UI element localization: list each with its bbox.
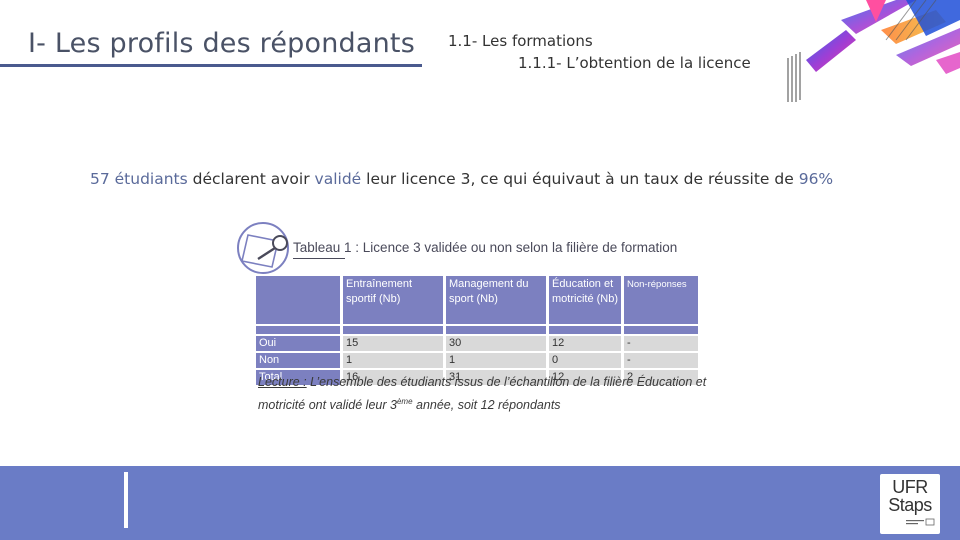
statement-rest: leur licence 3, ce qui équivaut à un tau… (366, 170, 794, 188)
row-header-spacer (256, 326, 340, 334)
table-cell: 1 (446, 353, 546, 368)
reading-note: Lecture : L’ensemble des étudiants issus… (258, 373, 738, 415)
table-cell: 12 (549, 370, 621, 385)
table-row (256, 326, 698, 334)
caption-underline (293, 258, 345, 259)
student-count: 57 étudiants (90, 170, 188, 188)
table-row-oui: Oui 15 30 12 - (256, 336, 698, 351)
header-spacer (549, 326, 621, 334)
row-label-oui: Oui (256, 336, 340, 351)
table-cell: 0 (549, 353, 621, 368)
header-spacer (446, 326, 546, 334)
title-underline (0, 64, 422, 67)
col-header-entrainement: Entraînement sportif (Nb) (343, 276, 443, 324)
ordinal-superscript: ème (396, 397, 413, 406)
table-row-non: Non 1 1 0 - (256, 353, 698, 368)
footer-band (0, 466, 960, 540)
table-cell: 31 (446, 370, 546, 385)
table-cell: 15 (343, 336, 443, 351)
section-subtitle: 1.1- Les formations (448, 32, 593, 50)
page-title: I- Les profils des répondants (28, 28, 415, 59)
table-row-total: Total 16 31 12 2 (256, 370, 698, 385)
reading-text-end: année, soit 12 répondants (416, 398, 561, 413)
col-header-management: Management du sport (Nb) (446, 276, 546, 324)
table-cell: 30 (446, 336, 546, 351)
subsection-subtitle: 1.1.1- L’obtention de la licence (518, 54, 751, 72)
table-cell: 1 (343, 353, 443, 368)
header-spacer (343, 326, 443, 334)
table-cell: 12 (549, 336, 621, 351)
table-cell: 16 (343, 370, 443, 385)
reading-label: Lecture : (258, 375, 307, 389)
footer-divider (124, 472, 128, 528)
logo-tagline-mark (906, 518, 935, 526)
reading-text: L’ensemble des étudiants issus de l’écha… (258, 375, 707, 413)
col-header-education: Éducation et motricité (Nb) (549, 276, 621, 324)
logo-line-1: UFR (892, 477, 928, 497)
decorative-stripes-graphic (787, 0, 960, 102)
logo-line-2: Staps (888, 495, 932, 515)
table-cell: - (624, 336, 698, 351)
results-table: Entraînement sportif (Nb) Management du … (253, 274, 701, 387)
header-spacer (624, 326, 698, 334)
table-cell: 2 (624, 370, 698, 385)
ufr-staps-logo: UFR Staps (880, 474, 940, 534)
key-statement: 57 étudiants déclarent avoir validé leur… (90, 170, 833, 188)
validated-word: validé (314, 170, 362, 188)
row-label-non: Non (256, 353, 340, 368)
magnifier-icon (237, 222, 289, 274)
statement-verb: déclarent avoir (192, 170, 310, 188)
table-header-row: Entraînement sportif (Nb) Management du … (256, 276, 698, 324)
table-corner-cell (256, 276, 340, 324)
row-label-total: Total (256, 370, 340, 385)
success-rate: 96% (798, 170, 834, 188)
table-cell: - (624, 353, 698, 368)
col-header-non-reponses: Non-réponses (624, 276, 698, 324)
table-caption: Tableau 1 : Licence 3 validée ou non sel… (293, 240, 678, 255)
